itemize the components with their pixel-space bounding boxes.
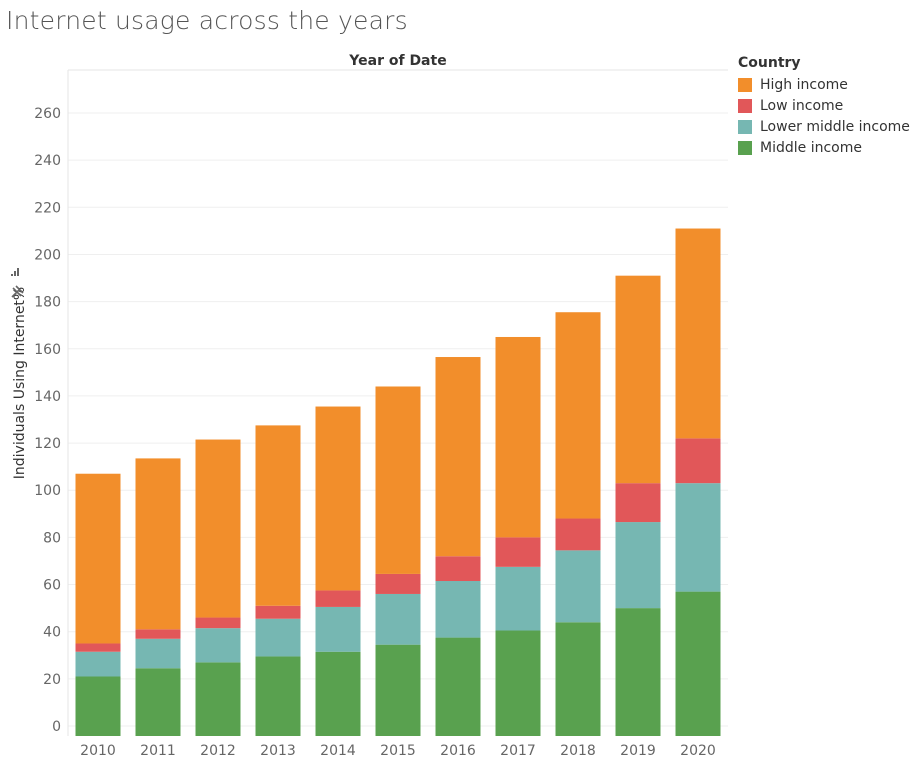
- bar-low-income-2016[interactable]: [435, 556, 481, 582]
- y-tick-labels: 0 20 40 60 80 100 120 140 160 180 200 220 240 260: [34, 106, 61, 735]
- bar-high-income-2012[interactable]: [195, 439, 241, 618]
- bar-low-income-2019[interactable]: [615, 483, 661, 523]
- bar-high-income-2017[interactable]: [495, 336, 541, 538]
- bar-low-income-2015[interactable]: [375, 573, 421, 594]
- y-tick-label: 220: [34, 200, 61, 216]
- bar-middle-income-2012[interactable]: [195, 662, 241, 736]
- x-tick-label: 2018: [560, 743, 596, 759]
- bar-low-income-2017[interactable]: [495, 537, 541, 567]
- bar-high-income-2011[interactable]: [135, 458, 181, 630]
- y-tick-label: 60: [43, 578, 61, 594]
- legend-label: Middle income: [760, 139, 862, 156]
- x-tick-label: 2011: [140, 743, 176, 759]
- x-tick-label: 2012: [200, 743, 236, 759]
- column-header: Year of Date: [348, 53, 446, 69]
- bar-lower-middle-income-2019[interactable]: [615, 522, 661, 609]
- y-tick-label: 20: [43, 672, 61, 688]
- bar-lower-middle-income-2011[interactable]: [135, 638, 181, 669]
- bar-low-income-2011[interactable]: [135, 629, 181, 639]
- bar-middle-income-2018[interactable]: [555, 622, 601, 736]
- bar-middle-income-2010[interactable]: [75, 676, 121, 736]
- bar-high-income-2013[interactable]: [255, 425, 301, 606]
- bar-low-income-2013[interactable]: [255, 605, 301, 619]
- legend-title: Country: [738, 55, 801, 71]
- bar-middle-income-2017[interactable]: [495, 630, 541, 736]
- x-tick-label: 2020: [680, 743, 716, 759]
- bar-high-income-2014[interactable]: [315, 406, 361, 591]
- y-tick-label: 180: [34, 295, 61, 311]
- legend-label: Low income: [760, 97, 844, 114]
- y-tick-label: 80: [43, 530, 61, 546]
- chart-title: Internet usage across the years: [6, 6, 408, 35]
- legend-label: Lower middle income: [760, 118, 910, 135]
- bar-lower-middle-income-2018[interactable]: [555, 550, 601, 623]
- x-tick-label: 2010: [80, 743, 116, 759]
- bar-low-income-2010[interactable]: [75, 643, 121, 652]
- y-tick-label: 160: [34, 342, 61, 358]
- legend-items: High income Low income Lower middle income…: [738, 74, 910, 158]
- bar-low-income-2014[interactable]: [315, 590, 361, 607]
- bar-lower-middle-income-2014[interactable]: [315, 606, 361, 652]
- x-tick-label: 2019: [620, 743, 656, 759]
- bar-low-income-2020[interactable]: [675, 438, 721, 484]
- legend-swatch: [738, 140, 752, 155]
- legend: Country High income Low income Lower middl…: [738, 55, 910, 158]
- pin-icon[interactable]: [11, 285, 24, 298]
- legend-swatch: [738, 119, 752, 134]
- bar-lower-middle-income-2015[interactable]: [375, 593, 421, 645]
- y-tick-label: 140: [34, 389, 61, 405]
- legend-swatch: [738, 77, 752, 92]
- bar-low-income-2018[interactable]: [555, 518, 601, 551]
- bar-lower-middle-income-2012[interactable]: [195, 628, 241, 663]
- x-tick-label: 2013: [260, 743, 296, 759]
- bar-middle-income-2019[interactable]: [615, 608, 661, 736]
- bar-high-income-2020[interactable]: [675, 228, 721, 439]
- bar-high-income-2018[interactable]: [555, 312, 601, 519]
- bar-high-income-2010[interactable]: [75, 473, 121, 644]
- x-tick-label: 2016: [440, 743, 476, 759]
- legend-item-middle-income[interactable]: Middle income: [738, 137, 910, 158]
- bar-lower-middle-income-2013[interactable]: [255, 618, 301, 657]
- bar-lower-middle-income-2020[interactable]: [675, 483, 721, 592]
- y-tick-label: 100: [34, 483, 61, 499]
- x-tick-label: 2015: [380, 743, 416, 759]
- bar-low-income-2012[interactable]: [195, 617, 241, 629]
- y-tick-label: 200: [34, 247, 61, 263]
- legend-item-low-income[interactable]: Low income: [738, 95, 910, 116]
- bar-middle-income-2014[interactable]: [315, 651, 361, 736]
- bars-group: [75, 228, 721, 736]
- y-tick-label: 120: [34, 436, 61, 452]
- legend-item-lower-middle-income[interactable]: Lower middle income: [738, 116, 910, 137]
- y-tick-label: 240: [34, 153, 61, 169]
- bar-middle-income-2013[interactable]: [255, 656, 301, 736]
- y-tick-label: 260: [34, 106, 61, 122]
- bar-middle-income-2015[interactable]: [375, 644, 421, 736]
- legend-swatch: [738, 98, 752, 113]
- y-axis-label: Individuals Using Internet%: [12, 287, 28, 479]
- sort-icon[interactable]: [11, 268, 19, 276]
- legend-item-high-income[interactable]: High income: [738, 74, 910, 95]
- x-tick-label: 2014: [320, 743, 356, 759]
- bar-high-income-2019[interactable]: [615, 275, 661, 484]
- bar-high-income-2015[interactable]: [375, 386, 421, 574]
- bar-middle-income-2011[interactable]: [135, 668, 181, 736]
- x-tick-labels: 2010 2011 2012 2013 2014 2015 2016 2017 2018 2019…: [80, 743, 716, 759]
- bar-lower-middle-income-2017[interactable]: [495, 566, 541, 631]
- bar-lower-middle-income-2016[interactable]: [435, 581, 481, 638]
- bar-high-income-2016[interactable]: [435, 357, 481, 557]
- x-tick-label: 2017: [500, 743, 536, 759]
- y-tick-label: 0: [52, 719, 61, 735]
- bar-middle-income-2020[interactable]: [675, 591, 721, 736]
- bar-lower-middle-income-2010[interactable]: [75, 651, 121, 677]
- legend-label: High income: [760, 76, 848, 93]
- y-tick-label: 40: [43, 625, 61, 641]
- bar-middle-income-2016[interactable]: [435, 637, 481, 736]
